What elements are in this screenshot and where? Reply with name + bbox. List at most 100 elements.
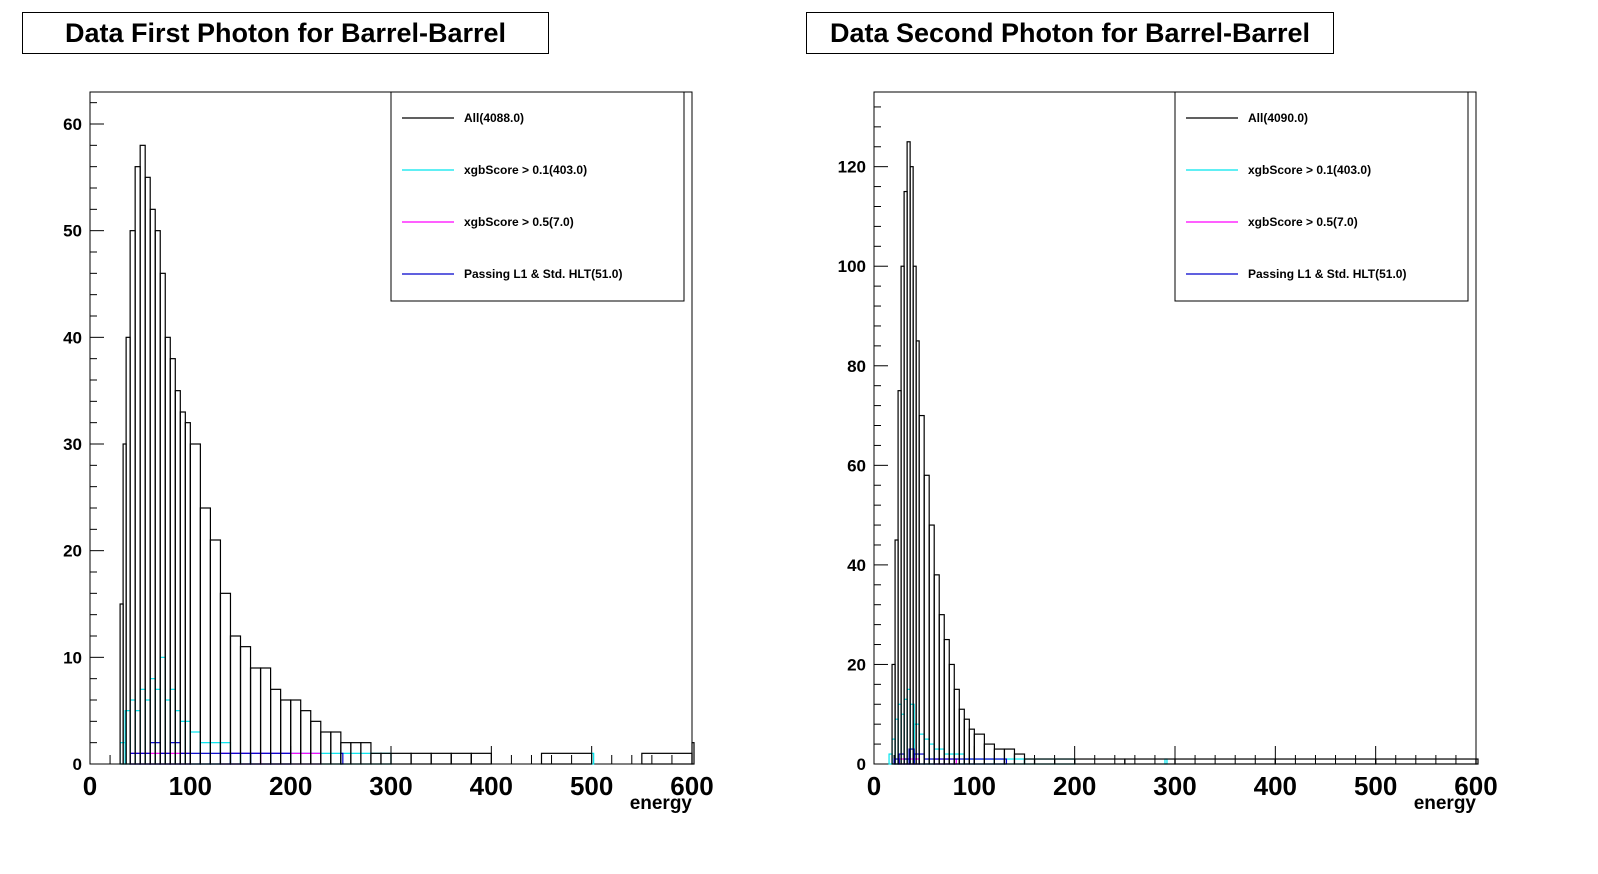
histogram-bin bbox=[953, 688, 960, 765]
histogram-bin bbox=[330, 731, 342, 765]
legend-entry: xgbScore > 0.5(7.0) bbox=[1248, 215, 1358, 229]
x-tick-label: 0 bbox=[83, 771, 97, 801]
histogram-bin bbox=[923, 474, 930, 765]
histogram-bin bbox=[1023, 758, 1036, 765]
x-tick-label: 100 bbox=[953, 771, 996, 801]
series-1 bbox=[891, 141, 1479, 765]
histogram-bin bbox=[169, 358, 176, 765]
histogram-bin bbox=[154, 230, 161, 765]
series-1 bbox=[119, 144, 695, 765]
chart-title-first-photon: Data First Photon for Barrel-Barrel bbox=[22, 12, 549, 54]
histogram-bin bbox=[320, 731, 332, 765]
series-4 bbox=[893, 748, 1008, 765]
y-tick-label: 20 bbox=[63, 542, 82, 561]
x-tick-label: 0 bbox=[867, 771, 881, 801]
x-tick-label: 400 bbox=[1254, 771, 1297, 801]
y-tick-label: 80 bbox=[847, 357, 866, 376]
legend-entry: xgbScore > 0.1(403.0) bbox=[464, 163, 587, 177]
histogram-bin bbox=[144, 176, 151, 765]
y-tick-label: 0 bbox=[857, 755, 866, 774]
histogram-bin bbox=[199, 752, 212, 765]
y-tick-label: 40 bbox=[847, 556, 866, 575]
histogram-bin bbox=[993, 748, 1006, 765]
y-tick-label: 20 bbox=[847, 655, 866, 674]
histogram-bin bbox=[179, 720, 186, 765]
y-tick-label: 120 bbox=[838, 158, 866, 177]
histogram-bin bbox=[310, 720, 322, 765]
legend-entry: Passing L1 & Std. HLT(51.0) bbox=[464, 267, 622, 281]
y-tick-label: 100 bbox=[838, 257, 866, 276]
histogram-bin bbox=[280, 699, 292, 765]
histogram-bin bbox=[139, 144, 146, 765]
x-tick-label: 100 bbox=[169, 771, 212, 801]
histogram-bin bbox=[1475, 758, 1479, 765]
histogram-bin bbox=[1274, 758, 1377, 765]
legend-entry: xgbScore > 0.1(403.0) bbox=[1248, 163, 1371, 177]
legend-entry: All(4090.0) bbox=[1248, 111, 1308, 125]
x-tick-label: 200 bbox=[269, 771, 312, 801]
histogram-bin bbox=[918, 733, 925, 765]
chart-title-second-photon: Data Second Photon for Barrel-Barrel bbox=[806, 12, 1334, 54]
histogram-bin bbox=[189, 731, 201, 765]
series-3 bbox=[129, 752, 322, 765]
legend-box bbox=[390, 91, 685, 302]
histogram-bin bbox=[199, 507, 212, 765]
histogram-bin bbox=[380, 752, 392, 765]
histogram-bin bbox=[938, 614, 945, 765]
histogram-bin bbox=[159, 656, 166, 765]
histogram-bin bbox=[219, 592, 232, 765]
series-2 bbox=[888, 688, 1168, 765]
histogram-bin bbox=[928, 524, 935, 765]
histogram-bin bbox=[1053, 758, 1076, 765]
histogram-bin bbox=[249, 667, 262, 765]
histogram-bin bbox=[300, 710, 312, 765]
histogram-bin bbox=[184, 720, 191, 765]
histogram-bin bbox=[691, 742, 695, 765]
histogram-bin bbox=[290, 699, 302, 765]
histogram-bin bbox=[948, 663, 955, 765]
histogram-bin bbox=[189, 443, 201, 765]
histogram-bin bbox=[918, 753, 925, 765]
histogram-bin bbox=[641, 752, 693, 765]
histogram-bin bbox=[928, 743, 935, 765]
histogram-bin bbox=[149, 678, 156, 765]
histogram-bin bbox=[430, 752, 452, 765]
histogram-bin bbox=[983, 743, 995, 765]
y-tick-label: 60 bbox=[63, 115, 82, 134]
x-tick-label: 300 bbox=[1153, 771, 1196, 801]
x-tick-label: 600 bbox=[1454, 771, 1497, 801]
histogram-bin bbox=[290, 752, 342, 765]
histogram-bin bbox=[993, 758, 1026, 765]
x-tick-label: 500 bbox=[1354, 771, 1397, 801]
y-tick-label: 0 bbox=[73, 755, 82, 774]
histogram-bin bbox=[239, 752, 252, 765]
histogram-bin bbox=[1375, 758, 1477, 765]
legend-entry: All(4088.0) bbox=[464, 111, 524, 125]
histogram-bin bbox=[129, 699, 136, 765]
chart-panel-2: 0 20 40 60 80 100 120 0 100 200 300 400 500 600energy… bbox=[838, 91, 1498, 814]
histogram-bin bbox=[144, 699, 151, 765]
histogram-bin bbox=[410, 752, 432, 765]
histogram-bin bbox=[134, 710, 141, 765]
x-tick-label: 400 bbox=[470, 771, 513, 801]
histogram-bin bbox=[174, 710, 181, 765]
histogram-bin bbox=[963, 718, 970, 765]
histogram-bin bbox=[540, 752, 593, 765]
histogram-bin bbox=[229, 635, 242, 765]
x-tick-label: 300 bbox=[369, 771, 412, 801]
histogram-bin bbox=[1074, 758, 1126, 765]
histogram-bin bbox=[1164, 758, 1168, 765]
histogram-bin bbox=[390, 752, 412, 765]
x-axis-label: energy bbox=[630, 793, 693, 814]
histogram-bin bbox=[189, 752, 201, 765]
histogram-bin bbox=[209, 539, 222, 765]
legend-entry: Passing L1 & Std. HLT(51.0) bbox=[1248, 267, 1406, 281]
y-tick-label: 60 bbox=[847, 456, 866, 475]
x-tick-label: 200 bbox=[1053, 771, 1096, 801]
histogram-bin bbox=[174, 390, 181, 765]
histogram-bin bbox=[129, 230, 136, 765]
histogram-bin bbox=[943, 638, 950, 765]
x-tick-label: 600 bbox=[670, 771, 713, 801]
